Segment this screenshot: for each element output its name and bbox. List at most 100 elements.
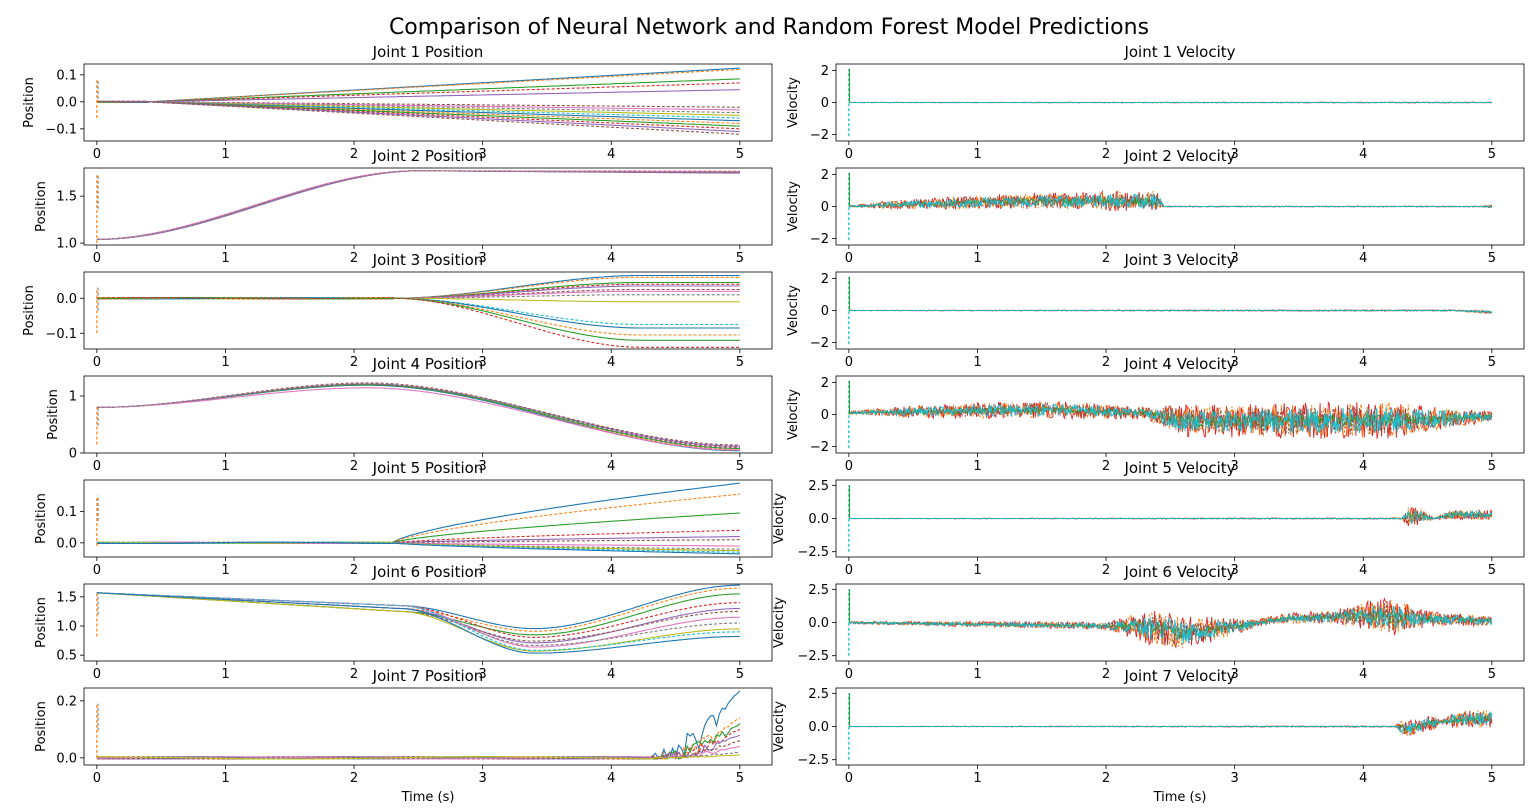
x-tick-label: 2: [350, 147, 358, 162]
y-axis-label: Velocity: [786, 285, 801, 336]
series-line: [96, 82, 740, 103]
x-tick-label: 4: [607, 459, 615, 474]
series-line: [848, 506, 1493, 526]
y-tick-label: 2: [821, 272, 829, 287]
x-tick-label: 4: [607, 563, 615, 578]
subplot-12: 0 1 2 3 4 5 −2.5 0.0 2.5 Joint 5 Velocity Velocity: [772, 459, 1525, 578]
x-tick-label: 3: [1231, 147, 1239, 162]
series-line: [96, 281, 740, 300]
x-tick-label: 0: [845, 251, 853, 266]
x-tick-label: 0: [93, 667, 101, 682]
series-line: [96, 170, 740, 240]
y-axis-label: Velocity: [786, 181, 801, 232]
subplot-6: 0 1 2 3 4 5 0.5 1.0 1.5 Joint 6 Position Position: [34, 563, 773, 682]
subplot-2: 0 1 2 3 4 5 1.0 1.5 Joint 2 Position Position: [34, 147, 773, 266]
axes-frame: [83, 583, 773, 662]
y-tick-label: 0.5: [56, 649, 77, 664]
series-line: [848, 309, 1492, 314]
series-line: [96, 734, 741, 760]
y-axis-label: Velocity: [786, 77, 801, 128]
y-tick-label: −2.5: [797, 545, 829, 560]
subplot-title: Joint 4 Velocity: [1123, 355, 1235, 373]
series-line: [96, 387, 740, 451]
series-line: [848, 710, 1493, 735]
x-tick-label: 5: [1488, 459, 1496, 474]
x-tick-label: 2: [350, 251, 358, 266]
x-tick-label: 2: [350, 459, 358, 474]
x-tick-label: 0: [845, 563, 853, 578]
x-tick-label: 0: [93, 251, 101, 266]
y-axis-label: Position: [46, 389, 61, 440]
subplot-10: 0 1 2 3 4 5 −2 0 2 Joint 3 Velocity Velocity: [786, 251, 1525, 370]
y-tick-label: 0: [821, 200, 829, 215]
plot-area: [848, 589, 1493, 656]
y-axis-label: Position: [34, 181, 49, 232]
x-tick-label: 5: [1488, 563, 1496, 578]
series-line: [96, 170, 740, 240]
x-tick-label: 3: [479, 459, 487, 474]
plot-area: [96, 274, 740, 348]
subplot-title: Joint 7 Position: [372, 667, 484, 685]
series-line: [96, 383, 740, 447]
x-tick-label: 4: [1359, 771, 1367, 786]
x-tick-label: 4: [607, 667, 615, 682]
y-tick-label: 0.2: [56, 694, 77, 709]
subplot-3: 0 1 2 3 4 5 −0.1 0.0 Joint 3 Position Position: [22, 251, 773, 370]
y-tick-label: 0.0: [56, 292, 77, 307]
series-line: [848, 509, 1493, 524]
subplot-title: Joint 5 Position: [372, 459, 484, 477]
x-tick-label: 1: [973, 147, 981, 162]
x-tick-label: 1: [973, 563, 981, 578]
series-line: [96, 717, 741, 760]
y-axis-label: Position: [22, 285, 37, 336]
series-line: [96, 170, 740, 240]
subplot-5: 0 1 2 3 4 5 0.0 0.1 Joint 5 Position Position: [34, 459, 773, 578]
subplot-11: 0 1 2 3 4 5 −2 0 2 Joint 4 Velocity Velocity: [786, 355, 1525, 474]
x-tick-label: 3: [479, 667, 487, 682]
x-tick-label: 5: [736, 667, 744, 682]
axes-frame: [83, 479, 773, 558]
y-tick-label: 2.5: [808, 479, 829, 494]
y-axis-label: Position: [34, 493, 49, 544]
series-line: [96, 297, 740, 336]
y-axis-label: Velocity: [786, 389, 801, 440]
plot-area: [848, 380, 1493, 449]
x-axis-label: Time (s): [1153, 790, 1207, 805]
x-tick-label: 5: [736, 147, 744, 162]
subplot-title: Joint 4 Position: [372, 355, 484, 373]
y-axis-label: Position: [22, 77, 37, 128]
series-line: [96, 728, 741, 760]
series-line: [848, 193, 1492, 210]
subplot-title: Joint 1 Position: [372, 43, 484, 61]
y-tick-label: 2.5: [808, 583, 829, 598]
y-tick-label: 0.0: [808, 720, 829, 735]
x-tick-label: 5: [1488, 251, 1496, 266]
x-tick-label: 4: [607, 147, 615, 162]
x-tick-label: 4: [1359, 147, 1367, 162]
plot-area: [96, 170, 740, 244]
x-tick-label: 0: [93, 563, 101, 578]
series-line: [96, 276, 740, 300]
series-line: [96, 170, 740, 240]
series-line: [96, 723, 741, 761]
y-tick-label: −2: [810, 440, 829, 455]
subplot-title: Joint 3 Velocity: [1123, 251, 1235, 269]
axes-frame: [83, 271, 773, 350]
y-tick-label: 2: [821, 168, 829, 183]
x-tick-label: 4: [1359, 355, 1367, 370]
x-tick-label: 1: [221, 147, 229, 162]
series-line: [96, 592, 740, 644]
y-tick-label: 0.0: [808, 512, 829, 527]
axes-frame: [83, 375, 773, 454]
x-tick-label: 2: [1102, 667, 1110, 682]
series-line: [848, 189, 1493, 211]
x-tick-label: 4: [1359, 251, 1367, 266]
series-line: [96, 690, 741, 760]
subplot-7: 0 1 2 3 4 5 0.0 0.2 Joint 7 Position Position Time…: [34, 667, 773, 805]
series-line: [848, 507, 1493, 524]
series-line: [96, 384, 740, 452]
series-line: [96, 592, 740, 642]
x-tick-label: 1: [973, 459, 981, 474]
x-tick-label: 2: [350, 563, 358, 578]
x-tick-label: 2: [1102, 251, 1110, 266]
